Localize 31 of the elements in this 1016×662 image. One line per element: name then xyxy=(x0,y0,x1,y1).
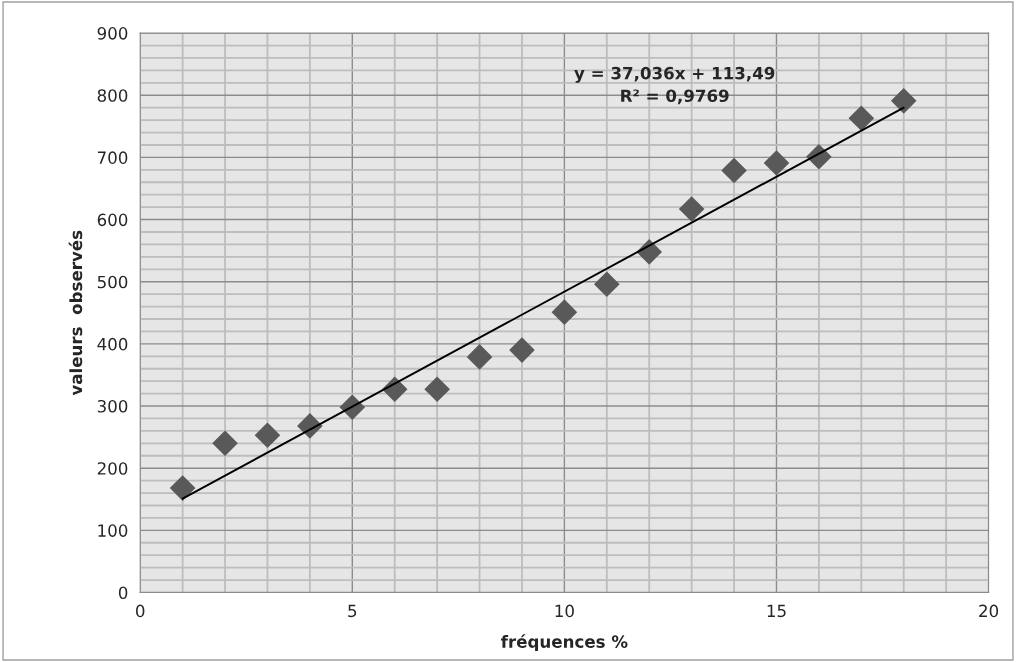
y-tick-label: 0 xyxy=(118,586,128,600)
x-tick-label: 0 xyxy=(136,604,145,618)
x-tick-label: 5 xyxy=(348,604,357,618)
point xyxy=(212,430,238,457)
point xyxy=(551,299,578,325)
point xyxy=(890,88,917,114)
x-axis-title: fréquences % xyxy=(501,634,628,652)
point xyxy=(594,271,620,298)
point xyxy=(424,376,450,403)
point xyxy=(721,157,747,184)
x-tick-label: 10 xyxy=(555,604,574,618)
x-tick-label: 20 xyxy=(979,604,999,618)
y-tick-label: 300 xyxy=(97,399,128,413)
point xyxy=(466,344,493,370)
x-tick-label: 15 xyxy=(767,604,786,618)
y-axis-title: valeurs observés xyxy=(68,230,83,396)
annotation: y = 37,036x + 113,49 R² = 0,9769 xyxy=(574,66,775,105)
point xyxy=(254,422,281,449)
y-tick-label: 400 xyxy=(97,337,128,351)
y-tick-label: 900 xyxy=(97,27,128,40)
y-tick-label: 500 xyxy=(97,275,128,289)
point xyxy=(169,475,196,501)
point xyxy=(678,196,705,222)
point xyxy=(763,150,790,176)
point xyxy=(848,105,875,132)
y-tick-label: 200 xyxy=(97,462,128,475)
point xyxy=(509,337,535,363)
y-tick-label: 800 xyxy=(97,89,128,102)
y-tick-label: 700 xyxy=(97,151,128,164)
y-tick-label: 100 xyxy=(98,524,128,537)
y-tick-label: 600 xyxy=(97,213,128,227)
